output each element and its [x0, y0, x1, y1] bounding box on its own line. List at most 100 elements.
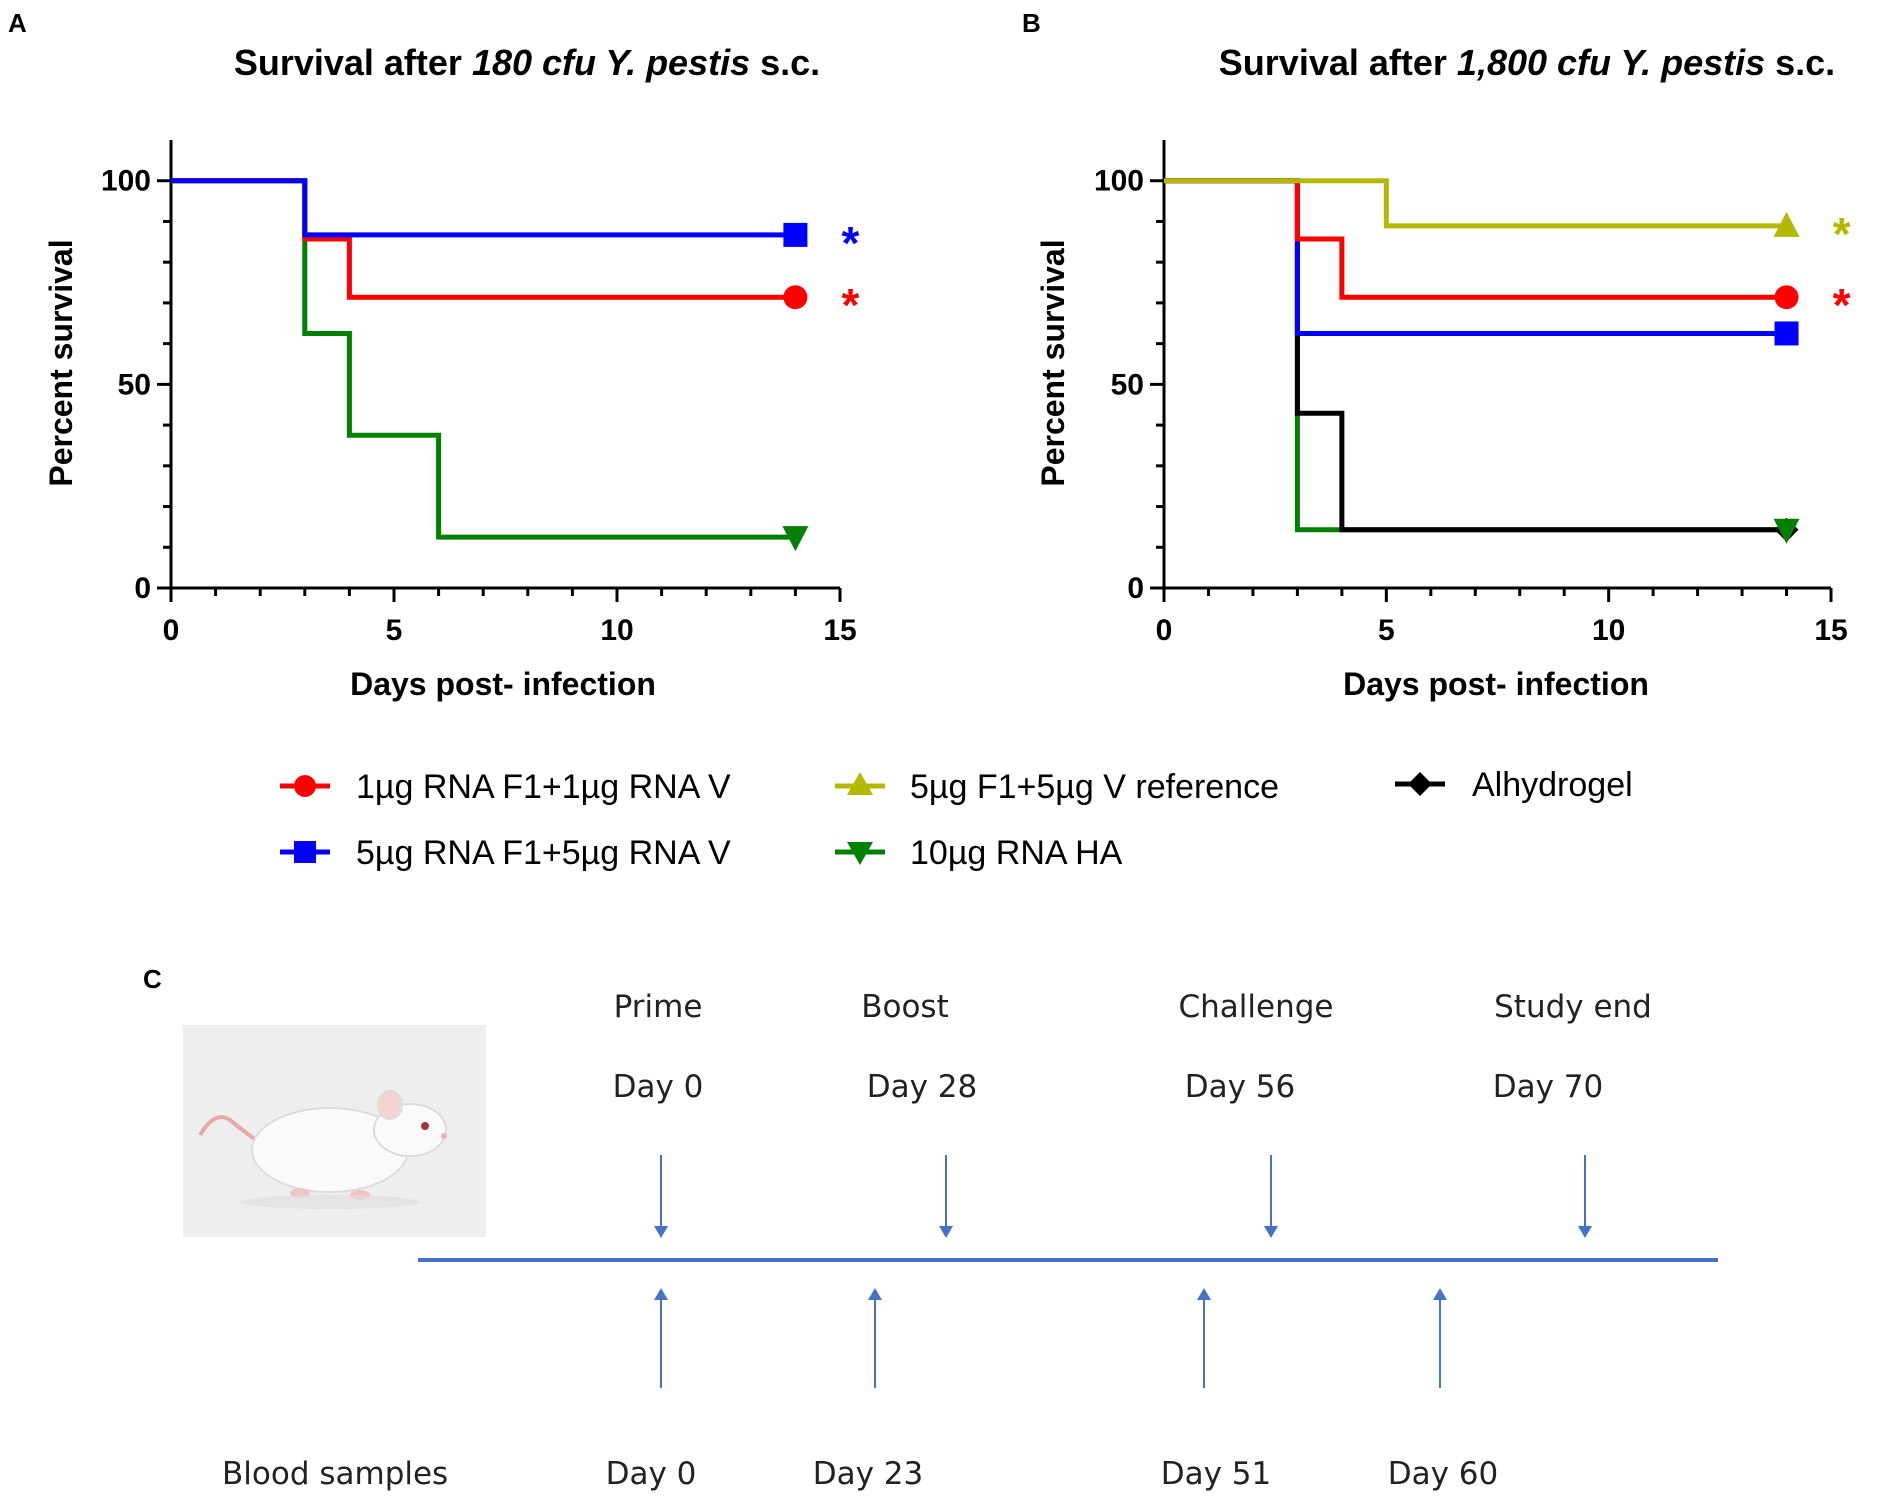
arrow-down-icon: [1578, 1155, 1592, 1238]
mouse-ear: [377, 1090, 403, 1120]
chart-b-title-suffix: s.c.: [1765, 42, 1835, 83]
chart-b-series-line: [1164, 178, 1787, 336]
chart-a-markers: [782, 222, 809, 552]
event-day-boost: Day 28: [867, 1069, 978, 1105]
event-day-prime: Day 0: [613, 1069, 704, 1105]
arrow-up-icon: [1197, 1288, 1211, 1388]
chart-b-y-tick-label: 50: [1111, 368, 1144, 401]
arrow-down-icon: [654, 1155, 668, 1238]
chart-b-markers: [1773, 211, 1800, 544]
legend-item: 5µg F1+5µg V reference: [835, 768, 1279, 806]
chart-a: Survival after 180 cfu Y. pestis s.c. Pe…: [43, 42, 859, 702]
chart-b-end-marker: [1774, 285, 1799, 310]
chart-b-x-tick-label: 15: [1814, 614, 1847, 647]
chart-b-y-tick-label: 100: [1094, 165, 1144, 198]
legend-item: 5µg RNA F1+5µg RNA V: [280, 834, 731, 872]
chart-a-title-suffix: s.c.: [750, 42, 820, 83]
chart-a-y-tick-label: 50: [118, 368, 151, 401]
legend-label: 10µg RNA HA: [910, 834, 1123, 872]
chart-a-y-tick-label: 0: [134, 572, 151, 605]
chart-b-series-line: [1164, 178, 1787, 300]
arrow-up-icon: [1433, 1288, 1447, 1388]
event-name-prime: Prime: [614, 989, 703, 1025]
event-name-boost: Boost: [861, 989, 949, 1025]
legend-item: 10µg RNA HA: [835, 834, 1123, 872]
chart-b-title: Survival after 1,800 cfu Y. pestis s.c.: [1219, 42, 1835, 83]
blood-day: Day 0: [606, 1456, 697, 1492]
panel-label-b: B: [1022, 8, 1041, 38]
triangle-up-marker-icon: [847, 772, 873, 795]
chart-a-significance-star: *: [841, 279, 859, 331]
chart-b-y-tick-label: 0: [1127, 572, 1144, 605]
chart-b-x-tick-label: 5: [1378, 614, 1395, 647]
mouse-eye: [421, 1122, 429, 1130]
chart-a-title: Survival after 180 cfu Y. pestis s.c.: [234, 42, 820, 83]
chart-a-x-tick-label: 0: [163, 614, 180, 647]
arrow-down-icon: [1264, 1155, 1278, 1238]
chart-a-significance-star: *: [841, 217, 859, 269]
chart-b-series-line: [1164, 178, 1787, 229]
arrow-up-icon: [868, 1288, 882, 1388]
chart-a-y-axis-label: Percent survival: [43, 239, 79, 486]
chart-b-significance-star: *: [1833, 208, 1851, 260]
diamond-marker-icon: [1408, 772, 1432, 796]
chart-a-y-tick-label: 100: [101, 165, 151, 198]
chart-a-x-axis-label: Days post- infection: [350, 666, 656, 702]
chart-b-axes: 0 5 10 15 0 50 100: [1094, 140, 1848, 647]
chart-b-series-line: [1164, 178, 1787, 533]
chart-a-x-tick-label: 5: [386, 614, 403, 647]
chart-a-title-italic: 180 cfu Y. pestis: [472, 42, 750, 83]
triangle-down-marker-icon: [847, 842, 873, 865]
mouse-tail: [198, 1115, 258, 1142]
mouse-photo: [183, 1025, 486, 1237]
chart-b-series: [1164, 178, 1787, 533]
blood-samples-label: Blood samples: [222, 1456, 448, 1492]
chart-b-title-italic: 1,800 cfu Y. pestis: [1457, 42, 1765, 83]
chart-b-stars: **: [1833, 208, 1851, 331]
square-marker-icon: [294, 841, 316, 863]
chart-a-x-tick-label: 10: [600, 614, 633, 647]
chart-a-axes: 0 5 10 15 0 50 100: [101, 140, 857, 647]
chart-b-y-axis-label: Percent survival: [1035, 239, 1071, 486]
chart-b-end-marker: [1773, 211, 1800, 237]
chart-a-title-prefix: Survival after: [234, 42, 472, 83]
legend-label: 5µg F1+5µg V reference: [910, 768, 1279, 806]
legend-label: Alhydrogel: [1472, 766, 1633, 804]
circle-marker-icon: [294, 775, 316, 797]
legend-item: Alhydrogel: [1395, 766, 1633, 804]
chart-a-series-line: [171, 178, 796, 300]
panel-label-c: C: [143, 964, 162, 994]
chart-b-end-marker: [1774, 321, 1799, 346]
arrow-up-icon: [654, 1288, 668, 1388]
blood-day: Day 60: [1388, 1456, 1499, 1492]
chart-b-end-marker: [1773, 518, 1800, 544]
chart-b-significance-star: *: [1833, 279, 1851, 331]
event-day-study-end: Day 70: [1493, 1069, 1604, 1105]
chart-a-end-marker: [782, 526, 809, 552]
chart-a-end-marker: [783, 222, 808, 247]
chart-a-stars: **: [841, 217, 859, 331]
mouse-nose: [441, 1133, 447, 1139]
study-timeline: Prime Day 0 Boost Day 28 Challenge Day 5…: [183, 989, 1718, 1492]
legend-item: 1µg RNA F1+1µg RNA V: [280, 768, 731, 806]
event-name-study-end: Study end: [1494, 989, 1652, 1025]
chart-a-series-line: [171, 178, 796, 238]
chart-a-x-tick-label: 15: [823, 614, 856, 647]
event-name-challenge: Challenge: [1179, 989, 1334, 1025]
legend-label: 5µg RNA F1+5µg RNA V: [356, 834, 731, 872]
chart-b-x-tick-label: 0: [1156, 614, 1173, 647]
legend-label: 1µg RNA F1+1µg RNA V: [356, 768, 731, 806]
mouse-shadow: [240, 1195, 420, 1209]
event-day-challenge: Day 56: [1185, 1069, 1296, 1105]
panel-label-a: A: [8, 8, 27, 38]
blood-day: Day 51: [1161, 1456, 1272, 1492]
chart-b-title-prefix: Survival after: [1219, 42, 1457, 83]
arrow-down-icon: [939, 1155, 953, 1238]
chart-a-series: [171, 178, 796, 540]
chart-b-x-axis-label: Days post- infection: [1343, 666, 1649, 702]
chart-b-series-line: [1164, 178, 1787, 533]
blood-day: Day 23: [813, 1456, 924, 1492]
chart-b: Survival after 1,800 cfu Y. pestis s.c. …: [1035, 42, 1851, 702]
